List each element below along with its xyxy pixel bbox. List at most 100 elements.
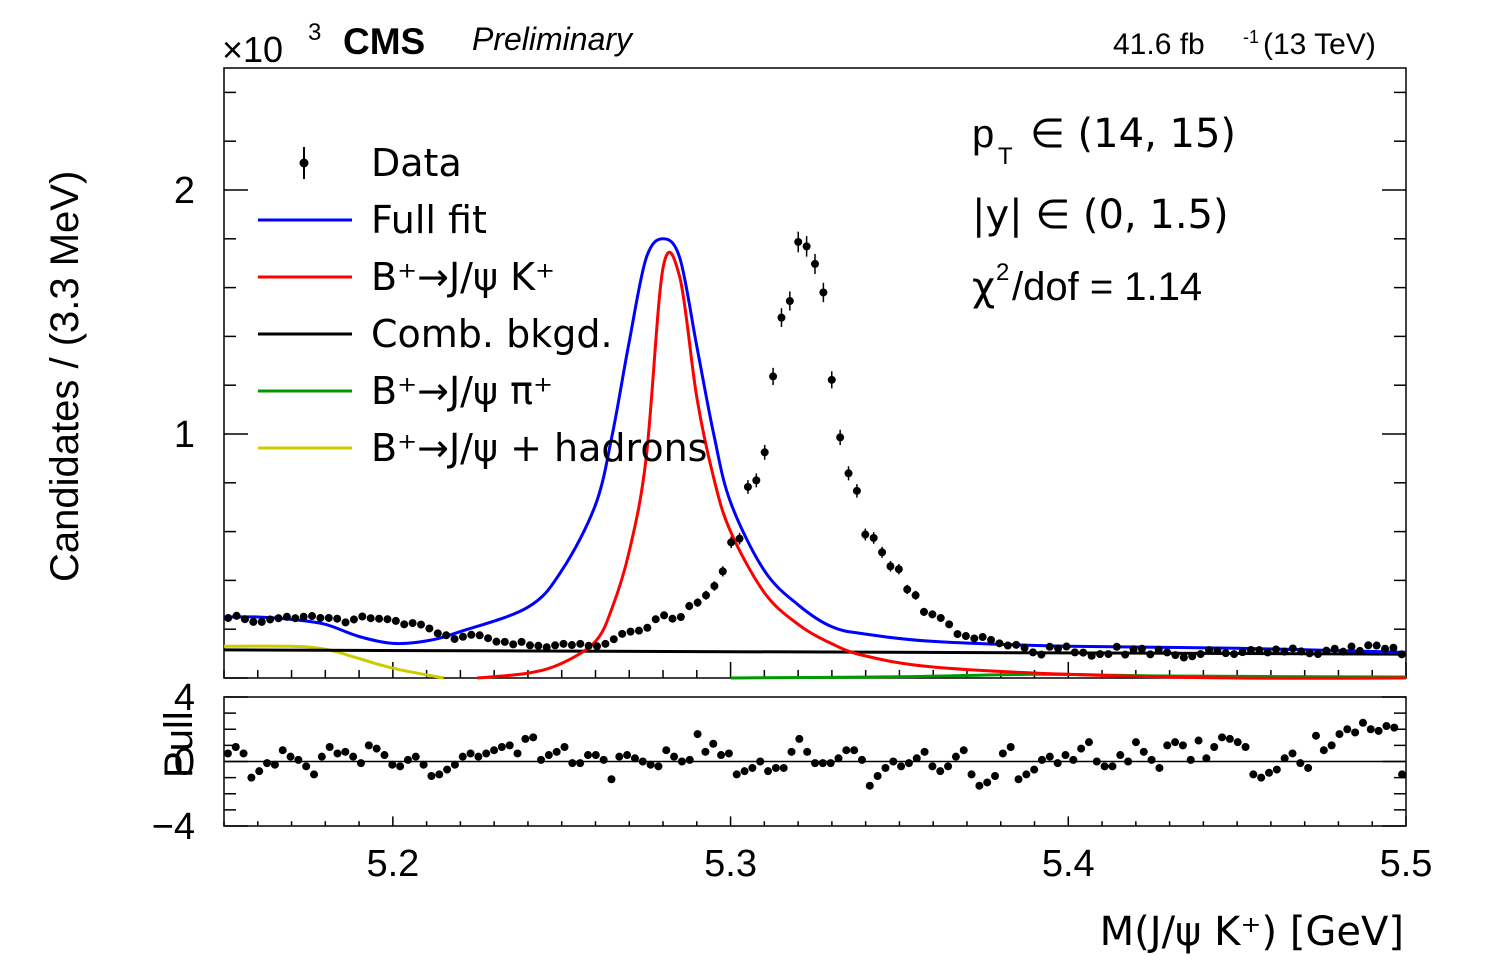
pull-point [458,752,467,761]
pull-point [1155,763,1164,772]
pull-point [842,746,851,755]
data-point [1263,648,1272,657]
data-point [1364,641,1373,650]
data-point [819,288,828,297]
pull-point [662,746,671,755]
pull-point [724,749,733,758]
pull-point [873,772,882,781]
data-point [1079,648,1088,657]
pull-point [1194,736,1203,745]
pull-point [826,759,835,768]
data-point [584,641,593,650]
data-point [232,611,241,620]
pull-point [239,749,248,758]
data-point [1381,644,1390,653]
pull-point [881,763,890,772]
pull-point [1069,755,1078,764]
pull-point [944,762,953,771]
data-point [894,565,903,574]
pull-point [576,759,585,768]
pull-point [1311,731,1320,740]
pull-point [537,755,546,764]
pull-point [1131,738,1140,747]
pull-point [599,755,608,764]
scale-prefix: ×10 [222,29,283,70]
pull-point [388,760,397,769]
data-point [961,632,970,641]
pull-point [497,742,506,751]
x-tick-label: 5.2 [366,843,419,885]
pull-point [466,749,475,758]
pull-point [1108,762,1117,771]
data-point [433,629,442,638]
pull-point [294,755,303,764]
data-point [1389,643,1398,652]
data-point [1347,642,1356,651]
data-point [919,607,928,616]
pull-point [756,757,765,766]
data-point [249,617,258,626]
pull-point [1335,730,1344,739]
pull-point [490,746,499,755]
data-point [844,469,853,478]
rapidity-range: |y| ∈ (0, 1.5) [972,192,1229,238]
pull-point [255,767,264,776]
chi2-superscript: 2 [996,259,1009,286]
pull-axis-title: Pull [157,711,201,778]
pull-point [764,767,773,776]
pull-point [482,749,491,758]
pull-point [967,770,976,779]
pull-point [1358,718,1367,727]
data-point [609,635,618,644]
data-point [928,610,937,619]
data-point [492,637,501,646]
scale-exponent: 3 [308,19,321,46]
data-point [777,313,786,322]
data-point [735,534,744,543]
data-point [685,602,694,611]
curve-full-fit [223,237,1407,654]
pull-point [779,763,788,772]
pull-point [1006,742,1015,751]
data-point [257,617,266,626]
lumi-value: 41.6 fb [1113,28,1205,61]
pull-point [865,781,874,790]
pull-point [740,767,749,776]
data-point [1054,644,1063,653]
data-point [308,612,317,621]
pull-point [411,752,420,761]
data-point [1096,650,1105,659]
data-point [1171,651,1180,660]
pull-point [1225,734,1234,743]
data-point [1179,653,1188,662]
pull-point [959,746,968,755]
data-point [1137,644,1146,653]
data-point [316,613,325,622]
data-point [1062,642,1071,651]
data-point [333,614,342,623]
data-point [450,634,459,643]
data-point [626,627,635,636]
data-point [727,538,736,547]
pull-point [1014,775,1023,784]
data-point [995,639,1004,648]
pull-point [1210,742,1219,751]
data-point [425,624,434,633]
pull-point [701,747,710,756]
pull-point [1272,765,1281,774]
data-point [1087,651,1096,660]
data-point [1163,648,1172,657]
data-point [442,631,451,640]
pull-point [1265,768,1274,777]
pull-point [623,751,632,760]
data-point [601,639,610,648]
pull-point [521,734,530,743]
data-point [375,614,384,623]
data-point [710,582,719,591]
data-point [878,548,887,557]
legend: Data Full fit B⁺→J/ψ K⁺ Comb. bkgd. B⁺→J/ψ π… [258,141,707,470]
data-point [559,639,568,648]
data-point [282,612,291,621]
legend-label-full_fit: Full fit [371,198,487,242]
data-point [702,591,711,600]
